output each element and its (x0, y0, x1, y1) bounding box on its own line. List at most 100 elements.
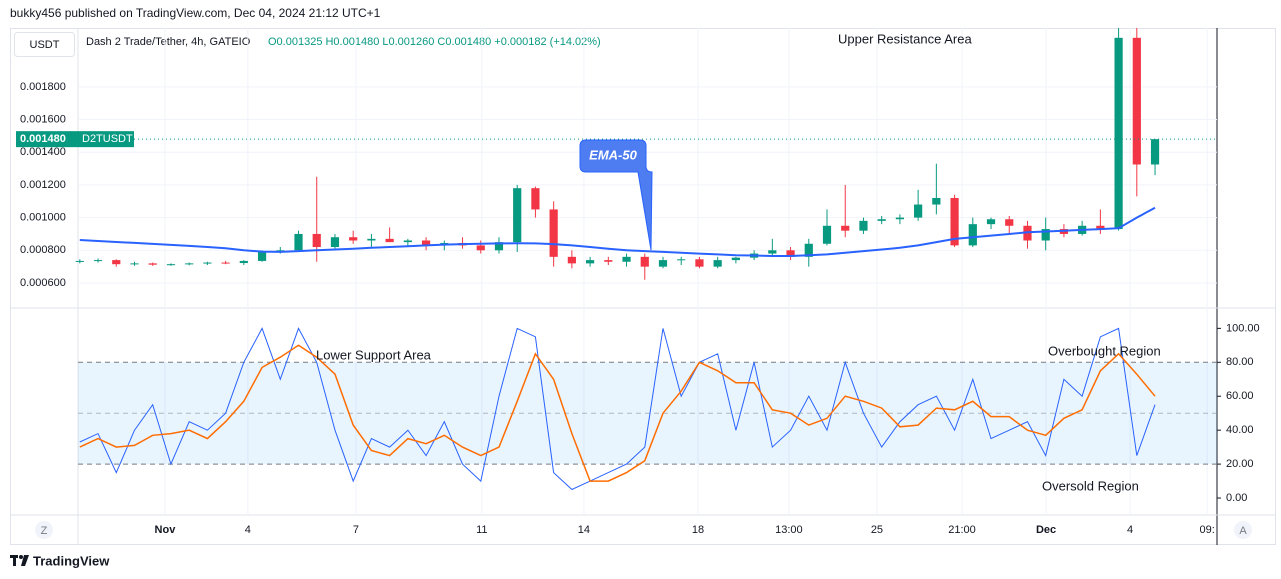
candle-body (513, 188, 522, 243)
candle-body (549, 209, 558, 257)
y-tick-label: 0.001400 (20, 146, 66, 158)
candle-body (75, 260, 84, 262)
symbol-title: Dash 2 Trade/Tether, 4h, GATEIO (86, 36, 251, 48)
x-tick-label: 4 (245, 524, 251, 536)
scale-button[interactable] (35, 521, 53, 539)
candle-body (1132, 37, 1141, 165)
candle-body (494, 242, 504, 251)
candle-body (822, 225, 832, 244)
candle-body (804, 243, 813, 257)
candle-body (421, 240, 431, 246)
candle-body (968, 224, 977, 246)
x-tick-label: 7 (353, 524, 359, 536)
currency-button[interactable] (14, 32, 75, 57)
x-tick-label: 14 (578, 524, 590, 536)
candle-body (914, 204, 923, 218)
publisher-line: bukky456 published on TradingView.com, D… (10, 6, 381, 20)
annotation: Lower Support Area (316, 347, 432, 362)
candle-body (203, 262, 212, 264)
candle-body (640, 256, 649, 267)
last-price-label: 0.001480 (20, 133, 66, 145)
candle-body (385, 238, 394, 243)
candle-body (677, 259, 686, 261)
annotation: Oversold Region (1042, 478, 1139, 493)
annotation: Upper Resistance Area (838, 31, 972, 46)
candle-body (713, 260, 722, 267)
candle-body (312, 233, 321, 248)
candle-body (567, 256, 576, 264)
chart-frame (10, 28, 1276, 545)
x-tick-label: 4 (1127, 524, 1133, 536)
x-tick-label: 25 (871, 524, 883, 536)
logo-part (13, 555, 16, 566)
candle-body (695, 259, 704, 267)
oscillator-line (79, 344, 1156, 482)
candle-body (1041, 229, 1050, 241)
candle-body (1114, 37, 1123, 230)
ohlc-legend: O0.001325 H0.001480 L0.001260 C0.001480 … (268, 36, 601, 48)
brand-name: TradingView (33, 553, 110, 568)
brand-logo (10, 555, 29, 566)
y-tick-label: 0.000600 (20, 277, 66, 289)
candle-body (367, 238, 376, 241)
currency-label[interactable]: USDT (30, 39, 60, 51)
y-tick-label: 100.00 (1226, 322, 1260, 334)
scale-button[interactable] (1234, 521, 1252, 539)
candle-body (1150, 139, 1160, 165)
candle-body (877, 219, 886, 221)
candle-body (476, 245, 485, 251)
plot-area: Nov 4 7 11 14 18 13:00 25 21:00 Dec 4 09: 0.000600 0.… (16, 28, 1260, 536)
ema-callout-label: EMA-50 (589, 147, 637, 162)
y-tick-label: 20.00 (1226, 458, 1254, 470)
candle-body (221, 262, 230, 264)
scale-button-label[interactable]: Z (41, 525, 48, 537)
candle-body (349, 237, 358, 241)
y-tick-label: 80.00 (1226, 356, 1254, 368)
candle-body (330, 237, 340, 248)
x-tick-label: 21:00 (948, 524, 976, 536)
candle-body (768, 250, 777, 254)
x-tick-label: 11 (476, 524, 487, 536)
candle-body (239, 260, 248, 264)
candle-body (148, 263, 157, 265)
ema-callout (579, 139, 653, 251)
candle-body (841, 225, 850, 231)
y-tick-label: 0.001800 (20, 81, 66, 93)
x-tick-label: Nov (155, 524, 177, 536)
candle-body (93, 260, 103, 262)
candle-body (294, 233, 303, 251)
candle-body (986, 219, 996, 225)
candle-body (786, 250, 795, 257)
x-tick-label: Dec (1036, 524, 1056, 536)
scale-button-label[interactable]: A (1239, 525, 1247, 537)
y-tick-label: 0.001000 (20, 212, 66, 224)
ema-line (79, 206, 1156, 257)
candle-body (604, 260, 613, 262)
x-tick-label: 09: (1200, 524, 1215, 536)
oscillator-line (79, 327, 1156, 491)
candle-body (130, 263, 139, 265)
last-price-symbol: D2TUSDT (82, 133, 133, 145)
y-tick-label: 60.00 (1226, 390, 1254, 402)
candle-body (1005, 219, 1014, 226)
candle-body (950, 197, 959, 246)
candle-body (895, 217, 905, 220)
candle-body (585, 260, 595, 264)
y-tick-label: 0.001600 (20, 113, 66, 125)
y-tick-label: 40.00 (1226, 424, 1254, 436)
last-price-tag (16, 131, 134, 148)
candle-body (531, 188, 540, 210)
x-tick-label: 13:00 (775, 524, 803, 536)
candle-body (658, 260, 668, 267)
candle-body (731, 257, 740, 261)
candle-body (166, 264, 176, 266)
candle-body (185, 263, 194, 265)
y-tick-label: 0.001200 (20, 179, 66, 191)
x-tick-label: 18 (692, 524, 704, 536)
candle-body (257, 251, 267, 261)
candle-body (932, 197, 941, 205)
candle-body (112, 260, 121, 265)
candle-body (403, 240, 412, 243)
annotation: Overbought Region (1048, 343, 1161, 358)
